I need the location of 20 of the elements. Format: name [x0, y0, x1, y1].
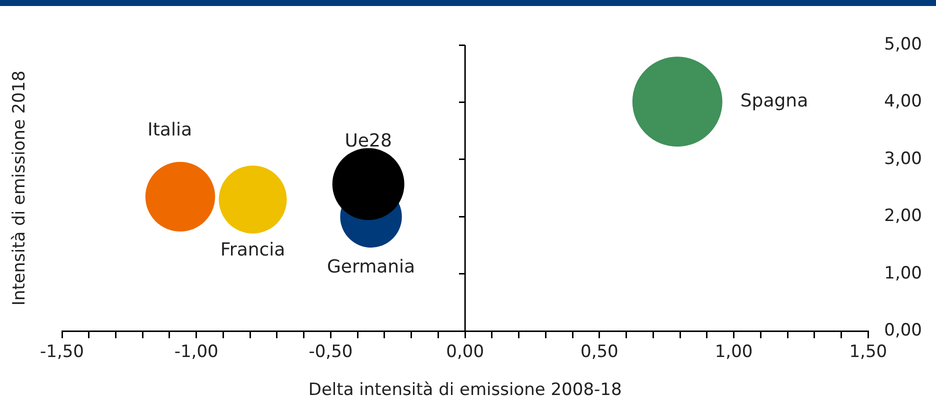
x-tick-label: -1,00 [174, 342, 218, 362]
x-axis-title: Delta intensità di emissione 2008-18 [308, 380, 622, 400]
y-tick-label: 1,00 [884, 263, 922, 284]
y-tick-label: 3,00 [884, 148, 922, 169]
series-label: Germania [326, 256, 416, 278]
y-axis-title: Intensità di emissione 2018 [9, 70, 30, 306]
x-tick-label: 1,50 [849, 342, 888, 362]
y-tick-label: 2,00 [884, 206, 922, 226]
y-tick-label: 4,00 [884, 92, 922, 112]
y-tick-label: 5,00 [884, 34, 922, 54]
series-label: Spagna [740, 90, 808, 112]
x-tick-label: -0,50 [308, 342, 353, 362]
series-label: Italia [148, 120, 192, 141]
x-tick-label: 1,00 [714, 342, 753, 362]
x-tick-label: -1,50 [40, 342, 84, 362]
series-label: Ue28 [344, 130, 392, 152]
y-tick-label: 0,00 [884, 320, 922, 341]
x-tick-label: 0,00 [446, 342, 484, 362]
x-tick-label: 0,50 [580, 342, 618, 362]
series-label: Francia [220, 240, 286, 261]
